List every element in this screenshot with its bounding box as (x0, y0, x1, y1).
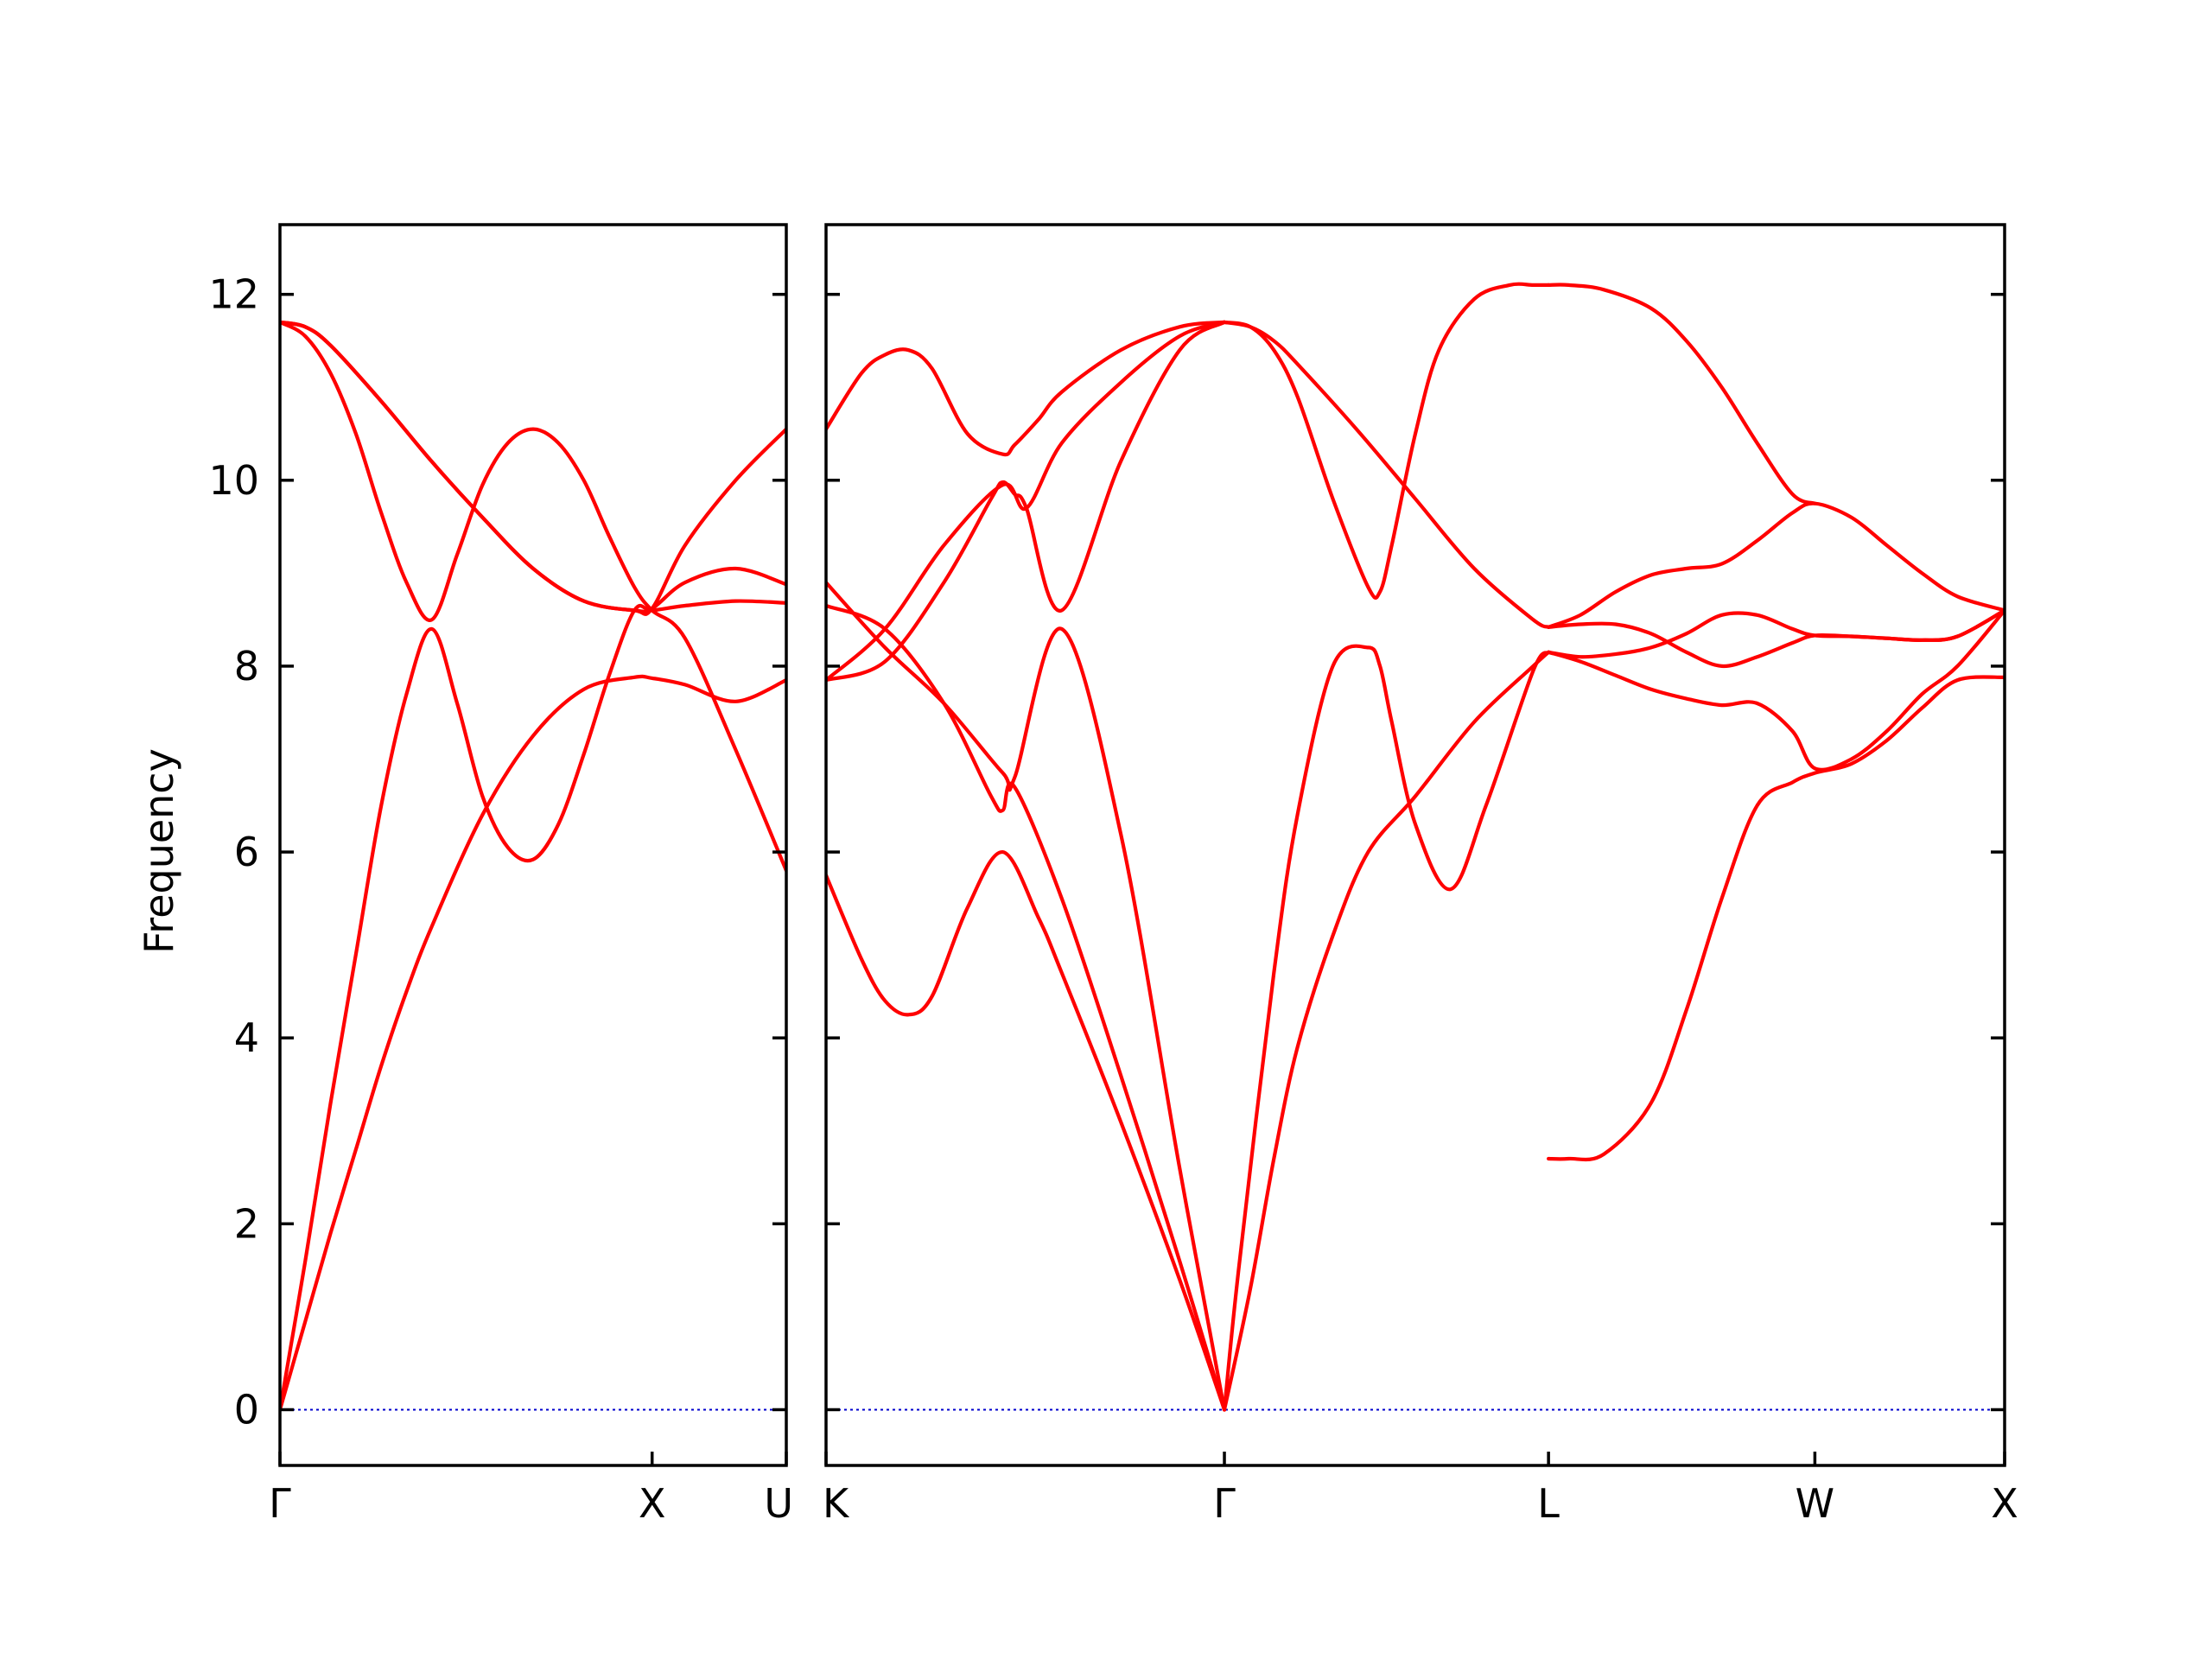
panel-2-band-3 (826, 581, 1227, 1412)
panel-2-x-tick-label: L (1537, 1480, 1560, 1527)
panel-2-band-6 (826, 320, 1227, 683)
y-tick-label: 2 (234, 1200, 259, 1247)
panel-2-band-4 (826, 320, 1227, 457)
panel-2-band-8 (1222, 650, 1551, 1412)
panel-2-band-16 (1547, 283, 1817, 505)
y-tick-label: 0 (234, 1386, 259, 1433)
panel-2-x-tick-label: Γ (1213, 1480, 1236, 1527)
panel-1-frame (278, 223, 788, 1467)
panel-1-band-5 (280, 320, 786, 616)
y-tick-label: 8 (234, 643, 259, 690)
panel-1-x-tick-label: Γ (269, 1480, 291, 1527)
panel-2-band-12 (1547, 608, 2005, 772)
plot-layer: Γ X U K Γ L W X 0 2 4 6 8 10 12 (208, 223, 2018, 1527)
panel-1-band-1 (280, 674, 786, 1412)
y-tick-label: 4 (234, 1014, 259, 1061)
panel-2-band-2 (826, 603, 1227, 1412)
panel-1-x-tick-label: X (639, 1480, 666, 1527)
panel-2-band-15 (1547, 501, 2005, 629)
y-tick-label: 6 (234, 829, 259, 875)
panel-2-band-9 (1222, 282, 1551, 601)
panel-2-band-11 (1547, 675, 2005, 1162)
panel-2-x-tick-label: W (1796, 1480, 1834, 1527)
y-tick-label: 12 (208, 271, 259, 318)
panel-2-band-10 (1222, 320, 1551, 629)
panel-1-band-2 (280, 599, 786, 1412)
y-tick-label: 10 (208, 457, 259, 504)
y-axis-title: Frequency (136, 748, 182, 954)
panel-2-frame (824, 223, 2006, 1467)
panel-2-band-14 (1547, 608, 2005, 669)
panel-2-x-tick-label: K (823, 1480, 850, 1527)
panel-2-x-tick-label: X (1991, 1480, 2018, 1527)
panel-1-x-tick-label: U (764, 1480, 793, 1527)
panel-1-band-3 (280, 320, 786, 873)
panel-2-band-7 (1222, 644, 1551, 1412)
panel-2-band-1 (826, 850, 1227, 1412)
